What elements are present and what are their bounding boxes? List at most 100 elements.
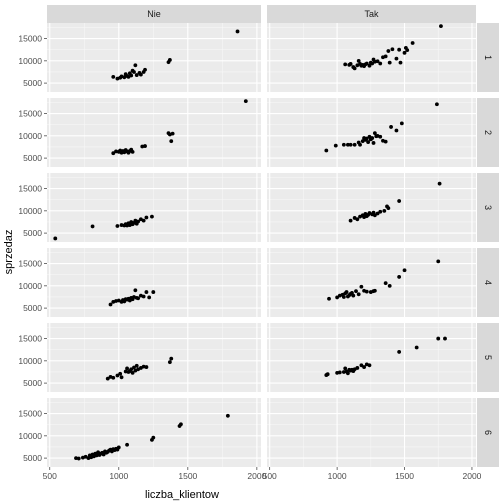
data-point [367, 63, 372, 68]
data-point [439, 24, 443, 29]
data-point [147, 295, 152, 300]
data-point [436, 336, 441, 341]
data-point [76, 456, 81, 461]
data-point [390, 47, 395, 52]
data-point [359, 363, 364, 368]
data-point [105, 376, 110, 381]
panels [47, 23, 476, 467]
x-tick-label: 1500 [178, 471, 197, 481]
data-point [356, 58, 361, 63]
row-strip-label: 1 [483, 55, 493, 60]
data-point [443, 336, 447, 341]
panel-background [47, 23, 261, 92]
data-point [169, 139, 174, 144]
panel-3-nie [47, 173, 261, 242]
data-point [364, 61, 369, 66]
data-point [414, 345, 419, 350]
data-point [150, 214, 154, 219]
data-point [119, 375, 124, 380]
data-point [143, 67, 147, 72]
data-point [437, 181, 442, 186]
data-point [130, 370, 135, 375]
data-point [133, 63, 138, 68]
data-point [372, 213, 377, 218]
data-point [352, 66, 357, 71]
y-tick-label: 5000 [23, 78, 42, 88]
data-point [346, 371, 350, 376]
data-point [383, 281, 388, 286]
data-point [143, 144, 147, 148]
data-point [90, 224, 95, 229]
row-strip-label: 5 [483, 355, 493, 360]
column-strip-tak [267, 5, 476, 23]
points-5-tak [324, 336, 447, 377]
y-tick-label: 5000 [23, 228, 42, 238]
points-4-nie [108, 288, 156, 307]
data-point [136, 219, 141, 224]
panel-5-nie [47, 323, 261, 392]
points-3-nie [53, 214, 154, 241]
data-point [132, 365, 136, 370]
data-point [394, 128, 399, 133]
x-tick-label: 2000 [462, 471, 481, 481]
data-point [370, 61, 375, 66]
data-point [378, 61, 383, 66]
data-point [341, 295, 346, 299]
y-tick-label: 5000 [23, 378, 42, 388]
panel-5-tak [267, 323, 476, 392]
row-strip-label: 6 [483, 430, 493, 435]
data-point [372, 131, 377, 136]
panel-background [267, 398, 476, 467]
data-point [333, 143, 338, 148]
data-point [167, 58, 172, 62]
data-point [387, 283, 392, 288]
y-axis-label: sprzedaz [3, 230, 15, 275]
row-strip-3 [477, 173, 499, 242]
data-point [375, 59, 380, 64]
data-point [355, 366, 360, 370]
data-point [362, 365, 366, 369]
row-strip-label: 3 [483, 205, 493, 210]
panel-background [267, 173, 476, 242]
data-point [397, 47, 402, 52]
x-tick-label: 1500 [395, 471, 414, 481]
data-point [133, 288, 138, 293]
data-point [397, 275, 402, 279]
points-3-tak [348, 181, 442, 223]
panel-background [267, 248, 476, 317]
data-point [337, 370, 342, 375]
data-point [144, 365, 149, 369]
data-point [125, 442, 129, 447]
data-point [118, 371, 123, 376]
data-point [364, 136, 369, 141]
data-point [170, 131, 175, 136]
data-point [116, 445, 121, 450]
data-point [344, 290, 349, 294]
data-point [129, 73, 134, 78]
data-point [434, 102, 439, 107]
data-point [141, 218, 146, 223]
panel-6-tak [267, 398, 476, 467]
y-tick-label: 15000 [18, 334, 42, 344]
data-point [354, 289, 358, 294]
points-6-nie [74, 413, 230, 461]
y-tick-label: 10000 [18, 206, 42, 216]
panel-background [267, 323, 476, 392]
row-strip-4 [477, 248, 499, 317]
data-point [144, 215, 149, 220]
data-point [356, 292, 361, 297]
data-point [399, 121, 404, 126]
x-tick-label: 1000 [109, 471, 128, 481]
y-tick-label: 10000 [18, 131, 42, 141]
data-point [386, 49, 391, 53]
x-tick-label: 2000 [247, 471, 266, 481]
y-tick-label: 10000 [18, 431, 42, 441]
panel-4-tak [267, 248, 476, 317]
row-strip-5 [477, 323, 499, 392]
x-axis-label: liczba_klientow [145, 489, 219, 501]
data-point [129, 367, 134, 372]
panel-1-tak [267, 23, 476, 92]
data-point [394, 56, 399, 61]
points-4-tak [327, 259, 441, 301]
